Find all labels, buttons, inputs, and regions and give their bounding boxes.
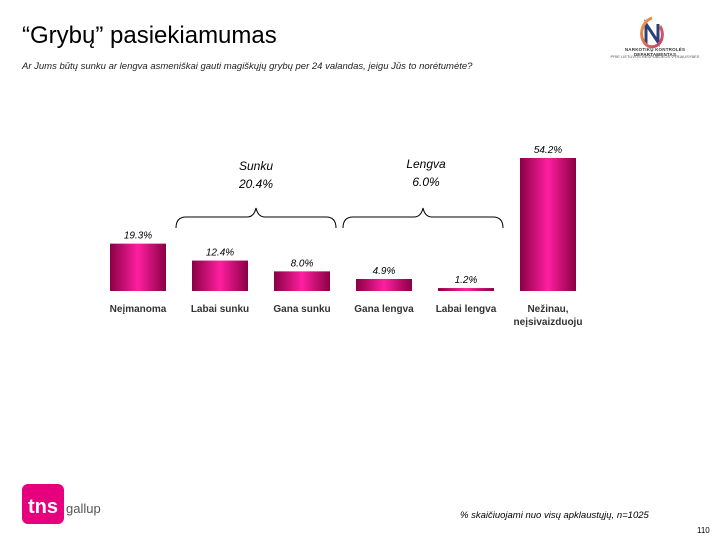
data-label-3: 8.0% bbox=[291, 258, 314, 269]
gallup-logo-text: gallup bbox=[66, 501, 101, 516]
category-label-1: Neįmanoma bbox=[110, 304, 167, 315]
tns-gallup-logo: tns gallup bbox=[22, 484, 101, 524]
data-label-4: 4.9% bbox=[373, 266, 396, 277]
brace-hard bbox=[175, 207, 337, 229]
bar-4 bbox=[356, 278, 412, 291]
group-label-hard-value: 20.4% bbox=[238, 177, 274, 191]
brace-easy bbox=[342, 207, 504, 229]
category-label-5: Labai lengva bbox=[436, 304, 497, 315]
category-label-6-line-1: Nežinau, bbox=[527, 304, 568, 315]
data-label-1: 19.3% bbox=[124, 231, 152, 242]
page-title: “Grybų” pasiekiamumas bbox=[22, 22, 277, 49]
bar-2 bbox=[192, 260, 248, 291]
group-label-hard: Sunku 20.4% bbox=[226, 157, 286, 193]
category-label-4: Gana lengva bbox=[354, 304, 414, 315]
page-number: 110 bbox=[697, 526, 710, 535]
logo-org-line1: NARKOTIKŲ KONTROLĖS DEPARTAMENTAS bbox=[624, 47, 686, 57]
bar-1 bbox=[110, 243, 166, 291]
category-label-3: Gana sunku bbox=[273, 304, 330, 315]
nkd-logo-icon bbox=[640, 16, 664, 49]
logo-org-line2: PRIE LIETUVOS RESPUBLIKOS VYRIAUSYBĖS bbox=[610, 54, 700, 59]
category-label-2: Labai sunku bbox=[191, 304, 249, 315]
sample-note: % skaičiuojami nuo visų apklaustųjų, n=1… bbox=[460, 510, 649, 521]
category-label-6-line-2: neįsivaizduoju bbox=[514, 317, 583, 328]
data-label-6: 54.2% bbox=[534, 145, 562, 156]
data-label-5: 1.2% bbox=[455, 275, 478, 286]
group-label-hard-name: Sunku bbox=[238, 159, 274, 173]
bar-6 bbox=[520, 158, 576, 291]
survey-question: Ar Jums būtų sunku ar lengva asmeniškai … bbox=[22, 61, 473, 72]
tns-logo-text: tns bbox=[28, 496, 58, 518]
group-label-easy-name: Lengva bbox=[406, 157, 446, 171]
group-label-easy-value: 6.0% bbox=[412, 175, 440, 189]
bar-5 bbox=[438, 288, 494, 291]
bar-3 bbox=[274, 271, 330, 291]
data-label-2: 12.4% bbox=[206, 248, 234, 259]
tns-logo-mark bbox=[22, 484, 64, 524]
group-label-easy: Lengva 6.0% bbox=[396, 155, 456, 191]
